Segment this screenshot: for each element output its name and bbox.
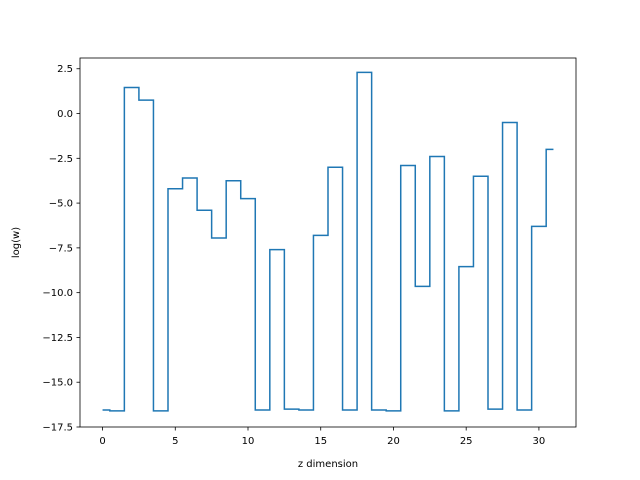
x-tick-label: 5 (172, 436, 178, 447)
y-tick-label: −12.5 (42, 333, 73, 344)
plot-area (102, 71, 554, 412)
y-tick-label: −7.5 (49, 243, 73, 254)
x-tick-label: 30 (533, 436, 546, 447)
axes: 0 5 10 15 20 25 30 2.5 0.0 −2.5 −5.0 −7.5 −10.0 −12.5… (42, 57, 577, 447)
y-tick-label: −15.0 (42, 378, 73, 389)
y-tick-label: 2.5 (57, 64, 73, 75)
y-tick-label: 0.0 (57, 109, 73, 120)
y-tick-label: −5.0 (49, 199, 73, 210)
y-tick-label: −2.5 (49, 154, 73, 165)
y-tick-label: −17.5 (42, 423, 73, 434)
x-tick-label: 0 (99, 436, 105, 447)
x-tick-label: 15 (314, 436, 327, 447)
y-axis-label: log(w) (11, 227, 22, 258)
series-line (102, 71, 554, 412)
x-tick-label: 10 (242, 436, 255, 447)
x-tick-label: 20 (387, 436, 400, 447)
x-axis-label: z dimension (298, 459, 358, 470)
x-tick-label: 25 (460, 436, 473, 447)
y-tick-label: −10.0 (42, 288, 73, 299)
axes-frame (79, 57, 577, 428)
